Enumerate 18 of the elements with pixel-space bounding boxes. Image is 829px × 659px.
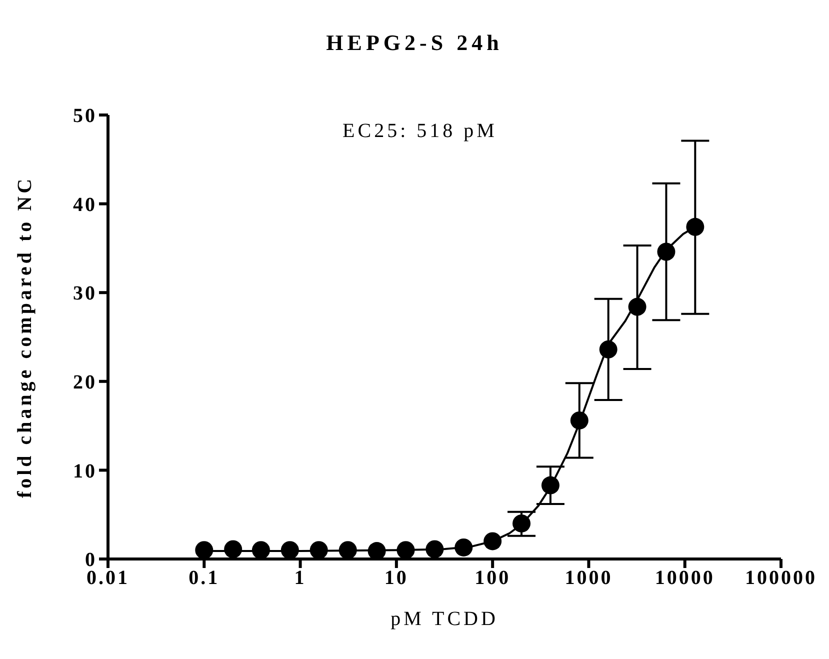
y-tick-label: 50: [73, 105, 97, 128]
x-tick-label: 10: [384, 567, 408, 590]
x-tick-label: 10000: [654, 567, 715, 590]
point: [195, 541, 214, 559]
point: [686, 218, 704, 236]
x-tick-label: 1000: [564, 567, 613, 590]
y-tick-label: 10: [73, 460, 97, 482]
x-tick-label: 1: [294, 567, 306, 590]
y-axis-title: fold change compared to NC: [14, 176, 36, 498]
y-tick-label: 40: [73, 194, 97, 216]
y-tick-label: 30: [73, 282, 97, 305]
x-tick-label: 0.1: [188, 567, 220, 590]
x-tick-label: 100000: [745, 567, 817, 590]
annotation: EC25: 518 pM: [342, 120, 498, 143]
x-tick-label: 100: [474, 567, 511, 590]
chart-title: HEPG2-S 24h: [325, 30, 504, 56]
y-tick-label: 20: [73, 372, 97, 394]
x-axis-title: pM TCDD: [390, 608, 498, 630]
